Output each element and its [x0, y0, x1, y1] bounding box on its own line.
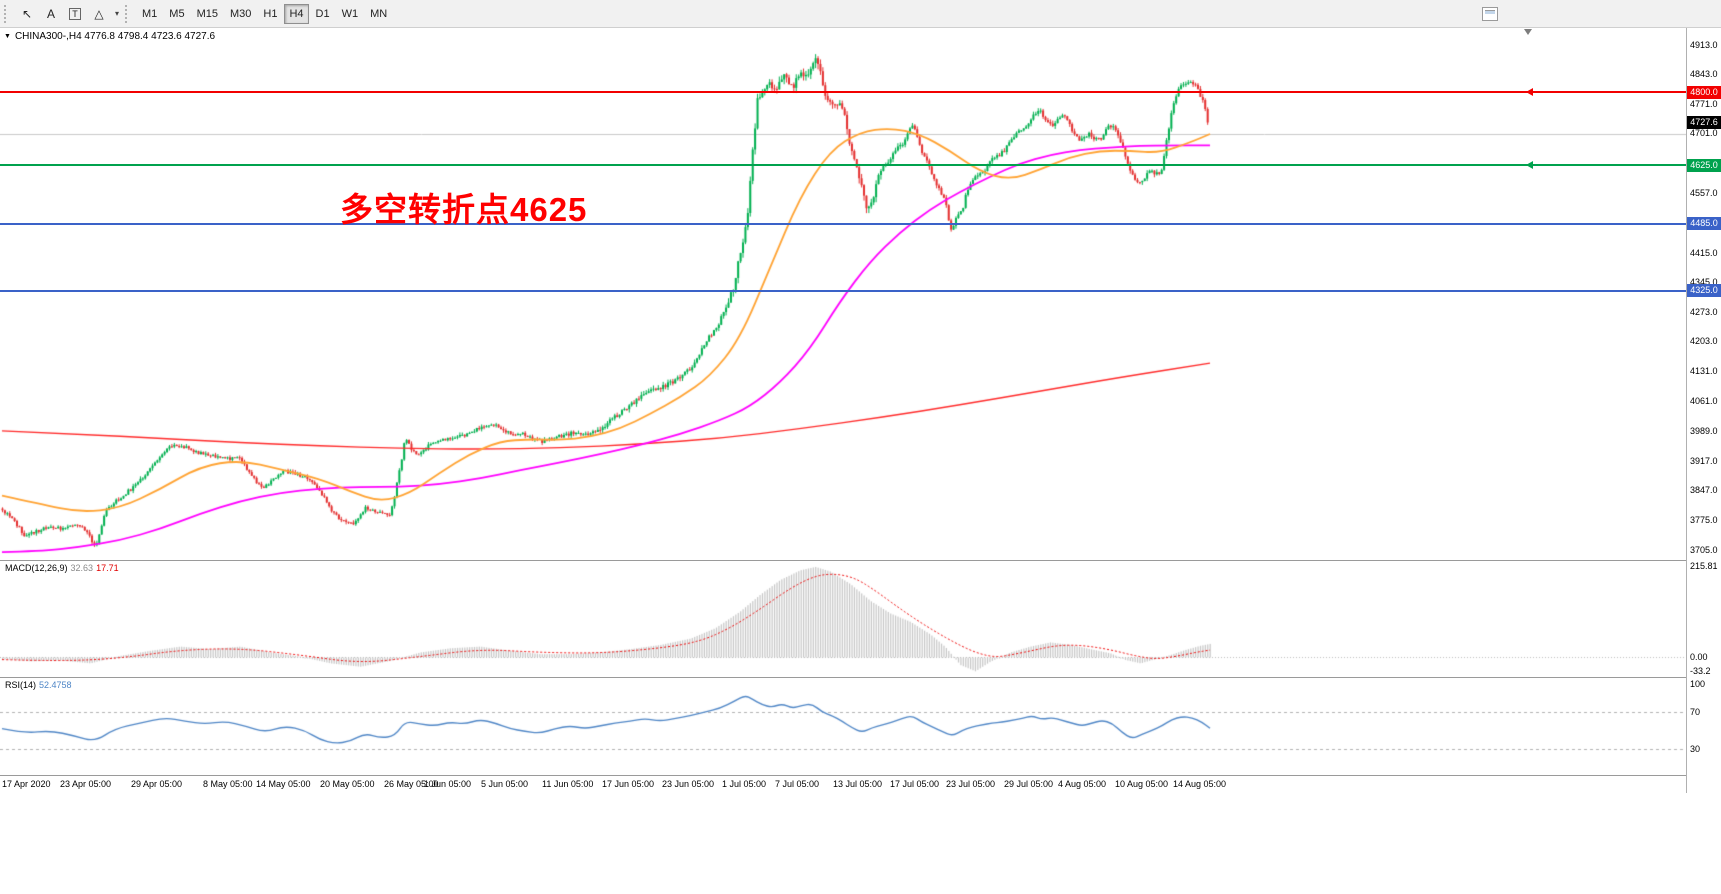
rsi-name: RSI(14) [5, 680, 37, 690]
timeframe-button-m1[interactable]: M1 [142, 7, 158, 20]
timeframe-button-d1[interactable]: D1 [315, 7, 330, 20]
time-tick-label: 20 May 05:00 [320, 779, 375, 789]
time-tick-label: 11 Jun 05:00 [542, 779, 594, 789]
macd-panel: MACD(12,26,9) 32.63 17.71 [0, 560, 1686, 677]
macd-signal-value: 17.71 [96, 563, 119, 573]
price-tick-label: 3847.0 [1690, 485, 1718, 496]
timeframe-button-h4[interactable]: H4 [284, 3, 309, 24]
price-tick-label: 4131.0 [1690, 366, 1718, 377]
price-tick-label: 4771.0 [1690, 98, 1718, 109]
price-tick-label: 3917.0 [1690, 455, 1718, 466]
price-tick-label: 3705.0 [1690, 544, 1718, 555]
rsi-value: 52.4758 [39, 680, 72, 690]
time-tick-label: 10 Aug 05:00 [1115, 779, 1169, 789]
price-axis[interactable]: 4913.0 4843.0 4771.0 4701.0 4557.0 4485.0 4415… [1686, 28, 1721, 793]
rsi-scale-label: 70 [1690, 706, 1701, 717]
macd-label: MACD(12,26,9) 32.63 17.71 [5, 563, 122, 573]
time-tick-label: 13 Jul 05:00 [833, 779, 883, 789]
toolbar-grip[interactable] [125, 4, 132, 23]
symbol-ohlc-text: CHINA300-,H4 4776.8 4798.4 4723.6 4727.6 [14, 31, 216, 42]
time-tick-label: 8 May 05:00 [203, 779, 253, 789]
time-tick-label: 4 Aug 05:00 [1058, 779, 1107, 789]
time-tick-label: 23 Apr 05:00 [60, 779, 112, 789]
rsi-label: RSI(14) 52.4758 [5, 680, 75, 690]
window-icon[interactable] [1482, 7, 1498, 21]
time-tick-label: 7 Jul 05:00 [775, 779, 820, 789]
triangle-marker-icon: ▼ [4, 32, 11, 40]
time-tick-label: 29 Jul 05:00 [1004, 779, 1054, 789]
cursor-icon[interactable]: ↖ [21, 6, 33, 21]
price-badge-4727.6: 4727.6 [1687, 116, 1721, 129]
shapes-icon[interactable]: △ [94, 6, 104, 21]
time-tick-label: 23 Jun 05:00 [662, 779, 715, 789]
horizontal-line-4485[interactable] [0, 222, 1686, 225]
time-tick-label: 26 May 05:00 [384, 779, 439, 789]
time-tick-label: 17 Jul 05:00 [890, 779, 940, 789]
time-axis[interactable]: 17 Apr 2020 23 Apr 05:00 29 Apr 05:00 8 May… [0, 775, 1686, 793]
price-tick-label: 4203.0 [1690, 336, 1718, 347]
time-tick-label: 14 Aug 05:00 [1173, 779, 1227, 789]
toolbar-grip[interactable] [4, 4, 11, 23]
rsi-scale-label: 100 [1690, 678, 1706, 689]
rsi-panel: RSI(14) 52.4758 [0, 677, 1686, 775]
time-tick-label: 14 May 05:00 [256, 779, 311, 789]
time-tick-label: 17 Jun 05:00 [602, 779, 655, 789]
price-tick-label: 4273.0 [1690, 307, 1718, 318]
chart-shift-marker-icon[interactable] [1524, 29, 1532, 35]
horizontal-line-4625[interactable] [0, 161, 1686, 170]
macd-scale-label: 215.81 [1690, 561, 1718, 572]
window-icon-inner [1485, 10, 1495, 14]
main-chart-panel: ▼ CHINA300-,H4 4776.8 4798.4 4723.6 4727… [0, 28, 1686, 560]
time-tick-label: 1 Jul 05:00 [722, 779, 767, 789]
price-tick-label: 3989.0 [1690, 425, 1718, 436]
chart-symbol-ohlc: ▼ CHINA300-,H4 4776.8 4798.4 4723.6 4727… [4, 31, 215, 42]
timeframes-group: M1 M5 M15 M30 H1 H4 D1 W1 MN [136, 3, 393, 24]
price-badge-4485.0: 4485.0 [1687, 217, 1721, 231]
horizontal-line-4800[interactable] [0, 88, 1686, 97]
macd-scale-label: 0.00 [1690, 652, 1708, 662]
time-tick-label: 23 Jul 05:00 [946, 779, 996, 789]
time-tick-label: 17 Apr 2020 [2, 779, 51, 789]
price-badge-4625.0: 4625.0 [1687, 158, 1721, 172]
line-end-arrow-icon [1526, 161, 1533, 170]
timeframe-button-mn[interactable]: MN [370, 7, 388, 20]
macd-canvas[interactable] [0, 561, 1686, 677]
text-box-glyph: T [69, 7, 81, 20]
text-box-icon[interactable]: T [63, 2, 87, 26]
line-end-arrow-icon [1526, 88, 1533, 97]
drawing-tools-group: ↖ A T △ ▾ [15, 2, 123, 26]
price-tick-label: 4843.0 [1690, 68, 1718, 79]
macd-scale-label: -33.2 [1690, 665, 1711, 676]
price-tick-label: 4913.0 [1690, 39, 1718, 50]
price-tick-label: 4061.0 [1690, 395, 1718, 406]
price-badge-4325.0: 4325.0 [1687, 284, 1721, 298]
horizontal-line-4325[interactable] [0, 289, 1686, 292]
time-tick-label: 1 Jun 05:00 [424, 779, 472, 789]
timeframe-button-m5[interactable]: M5 [169, 7, 185, 20]
time-tick-label: 29 Apr 05:00 [131, 779, 183, 789]
timeframe-button-w1[interactable]: W1 [341, 7, 359, 20]
candlestick-chart-canvas[interactable] [0, 28, 1686, 560]
price-tick-label: 4701.0 [1690, 128, 1718, 139]
timeframe-button-h1[interactable]: H1 [263, 7, 278, 20]
price-tick-label: 4345.0 [1690, 276, 1718, 287]
shapes-dropdown-icon[interactable]: ▾ [114, 9, 119, 18]
price-badge-4800.0: 4800.0 [1687, 85, 1721, 99]
rsi-scale-label: 30 [1690, 743, 1701, 754]
timeframe-button-m15[interactable]: M15 [196, 7, 218, 20]
price-tick-label: 3775.0 [1690, 515, 1718, 526]
rsi-canvas[interactable] [0, 678, 1686, 775]
price-tick-label: 4415.0 [1690, 247, 1718, 258]
text-annotation[interactable]: 多空转折点4625 [340, 191, 588, 228]
price-tick-label: 4557.0 [1690, 188, 1718, 199]
macd-name: MACD(12,26,9) [5, 563, 68, 573]
macd-main-value: 32.63 [70, 563, 94, 573]
toolbar: ↖ A T △ ▾ M1 M5 M15 M30 H1 H4 D1 W1 MN [0, 0, 1721, 28]
timeframe-button-m30[interactable]: M30 [229, 7, 252, 20]
text-icon[interactable]: A [46, 6, 55, 21]
time-tick-label: 5 Jun 05:00 [481, 779, 529, 789]
